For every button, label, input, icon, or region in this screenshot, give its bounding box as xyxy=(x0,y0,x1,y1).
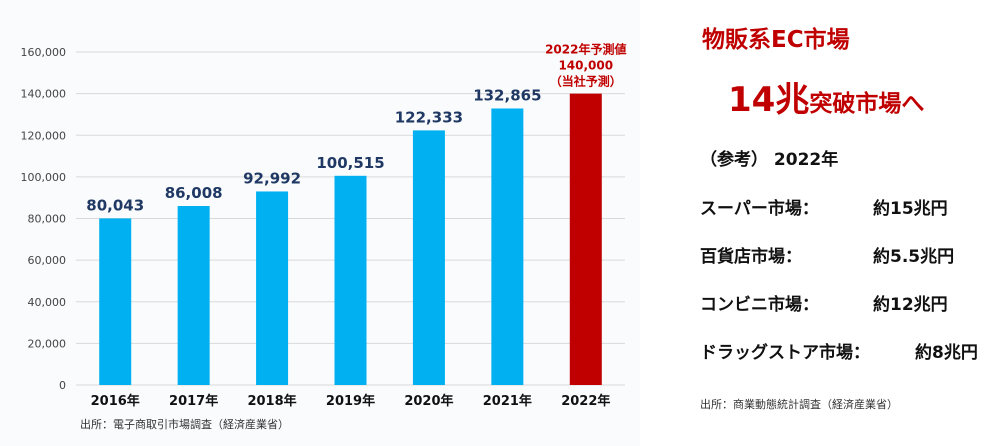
value-label: 122,333 xyxy=(395,108,463,126)
market-value-department-store: 約5.5兆円 xyxy=(873,242,954,267)
y-tick-label: 100,000 xyxy=(21,171,67,184)
headline-highlight: 14兆 xyxy=(728,80,810,120)
headline-suffix: 突破市場へ xyxy=(809,91,925,117)
x-tick-label: 2017年 xyxy=(169,393,218,409)
market-row-supermarket: スーパー市場： xyxy=(700,194,819,219)
market-name: ドラッグストア市場： xyxy=(700,343,870,363)
y-tick-label: 60,000 xyxy=(28,254,67,267)
market-name: スーパー市場： xyxy=(700,199,819,219)
bar-forecast xyxy=(569,93,602,385)
market-value: 約8兆円 xyxy=(915,343,978,363)
y-tick-label: 40,000 xyxy=(28,296,67,309)
headline-subtitle: 14兆突破市場へ xyxy=(728,72,924,121)
market-value: 約15兆円 xyxy=(873,199,948,219)
x-tick-label: 2022年 xyxy=(561,393,610,409)
chart-source-note: 出所：電子商取引市場調査（経済産業省） xyxy=(80,418,289,431)
market-value-drugstore: 約8兆円 xyxy=(915,338,978,363)
bar-chart: 0 20,000 40,000 60,000 80,000 100,000 120,000 1… xyxy=(21,42,627,409)
market-row-department-store: 百貨店市場： xyxy=(700,242,802,267)
y-tick-label: 80,000 xyxy=(28,213,67,226)
summary-panel: 物販系EC市場 14兆突破市場へ （参考） 2022年 スーパー市場： 約15兆… xyxy=(640,0,1000,446)
market-value: 約12兆円 xyxy=(873,295,948,315)
market-value-convenience-store: 約12兆円 xyxy=(873,290,948,315)
x-tick-label: 2020年 xyxy=(404,393,453,409)
bar xyxy=(334,175,367,385)
y-tick-label: 0 xyxy=(59,379,66,392)
reference-title: （参考） 2022年 xyxy=(700,150,839,170)
market-value: 約5.5兆円 xyxy=(873,247,955,267)
market-row-convenience-store: コンビニ市場： xyxy=(700,290,819,315)
bar xyxy=(412,130,445,385)
value-label: 132,865 xyxy=(473,86,541,104)
x-tick-label: 2019年 xyxy=(326,393,375,409)
bar xyxy=(177,205,210,385)
market-row-drugstore: ドラッグストア市場： xyxy=(700,338,870,363)
value-label: 86,008 xyxy=(165,184,223,202)
x-tick-label: 2018年 xyxy=(247,393,296,409)
y-tick-label: 160,000 xyxy=(21,46,67,59)
reference-source-note: 出所：商業動態統計調査（経済産業省） xyxy=(700,398,898,411)
forecast-annotation: 2022年予測値 xyxy=(545,42,626,57)
x-tick-label: 2021年 xyxy=(483,393,532,409)
value-label: 100,515 xyxy=(316,154,384,172)
y-tick-label: 140,000 xyxy=(21,88,67,101)
y-tick-label: 20,000 xyxy=(28,337,67,350)
y-tick-label: 120,000 xyxy=(21,129,67,142)
chart-panel: 0 20,000 40,000 60,000 80,000 100,000 120,000 1… xyxy=(20,41,627,431)
value-label: 92,992 xyxy=(243,169,301,187)
market-value-supermarket: 約15兆円 xyxy=(873,194,948,219)
x-tick-label: 2016年 xyxy=(91,393,140,409)
forecast-annotation: （当社予測） xyxy=(550,74,622,89)
bar xyxy=(491,108,524,385)
bar xyxy=(256,191,289,385)
headline-title: 物販系EC市場 xyxy=(702,27,850,53)
market-name: 百貨店市場： xyxy=(700,247,802,267)
market-name: コンビニ市場： xyxy=(700,295,819,315)
forecast-annotation: 140,000 xyxy=(558,59,613,73)
value-label: 80,043 xyxy=(86,196,144,214)
bar xyxy=(99,218,132,385)
